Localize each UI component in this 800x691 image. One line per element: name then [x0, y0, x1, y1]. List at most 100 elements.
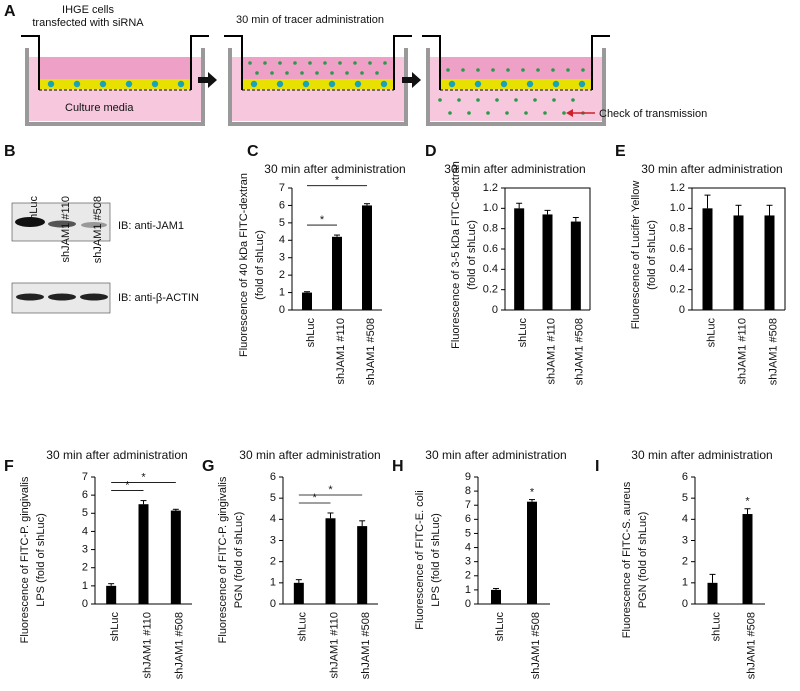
bar	[733, 215, 744, 310]
bar-chart: D 30 min after administrationFluorescence…	[425, 143, 591, 385]
band	[16, 293, 44, 301]
bar	[302, 292, 312, 310]
x-tick-label: shJAM1 #110	[335, 318, 347, 384]
y-tick-label: 0	[82, 598, 88, 610]
y-tick-label: 9	[465, 471, 471, 483]
bar	[702, 208, 713, 310]
bar	[138, 504, 149, 604]
tracer	[505, 111, 509, 115]
y-tick-label: 0	[492, 304, 498, 316]
cell	[47, 80, 55, 88]
panel-letter: I	[595, 458, 599, 475]
bar	[362, 205, 372, 310]
y-tick-label: 2	[279, 269, 285, 281]
tracer	[270, 71, 274, 75]
x-tick-label: shJAM1 #508	[767, 318, 779, 385]
step-label: IHGE cells	[62, 4, 114, 16]
cell	[276, 80, 284, 88]
cell	[250, 80, 258, 88]
cell-layer	[440, 79, 592, 89]
cell	[448, 80, 456, 88]
band	[15, 217, 45, 227]
y-axis-label: Fluorescence of 3-5 kDa FITC-dextran	[450, 161, 462, 349]
significance-mark: *	[335, 175, 340, 187]
significance-mark: *	[141, 471, 146, 483]
band	[80, 293, 108, 301]
bar	[293, 582, 304, 604]
y-tick-label: 7	[465, 499, 471, 511]
cell	[500, 80, 508, 88]
bar	[527, 501, 537, 604]
tracer	[263, 61, 267, 65]
x-tick-label: shLuc	[494, 612, 506, 642]
y-tick-label: 0.4	[483, 263, 498, 275]
y-tick-label: 1	[465, 584, 471, 596]
y-tick-label: 0.2	[670, 284, 685, 296]
insert	[21, 35, 209, 90]
tracer	[323, 61, 327, 65]
tracer	[345, 71, 349, 75]
y-tick-label: 8	[465, 485, 471, 497]
x-tick-label: shJAM1 #110	[328, 612, 340, 678]
y-tick-label: 0	[682, 598, 688, 610]
y-tick-label: 5	[82, 507, 88, 519]
lane-label: shJAM1 #508	[92, 196, 104, 263]
bar	[742, 514, 753, 604]
tracer	[476, 68, 480, 72]
transmission-label: Check of transmission	[599, 108, 707, 120]
tracer	[533, 98, 537, 102]
x-tick-label: shJAM1 #508	[365, 318, 377, 385]
tracer	[495, 98, 499, 102]
insert-media	[242, 57, 394, 79]
step-label: 30 min of tracer administration	[236, 14, 384, 26]
panel-letter: A	[4, 3, 16, 20]
bar	[325, 518, 336, 604]
cell	[125, 80, 133, 88]
cell	[526, 80, 534, 88]
panel-letter: F	[4, 458, 14, 475]
y-tick-label: 0	[465, 598, 471, 610]
cell	[73, 80, 81, 88]
arrow	[198, 72, 217, 88]
x-tick-label: shJAM1 #508	[530, 612, 542, 679]
y-tick-label: 0.2	[483, 284, 498, 296]
y-tick-label: 6	[82, 489, 88, 501]
bar-chart: C 30 min after administration Fluorescence…	[238, 143, 406, 385]
panel-letter: H	[392, 458, 404, 475]
y-tick-label: 5	[270, 492, 276, 504]
y-axis-label: (fold of shLuc)	[254, 230, 266, 300]
bar	[332, 236, 342, 310]
panel-letter: E	[615, 143, 626, 160]
tracer	[448, 111, 452, 115]
tracer	[476, 98, 480, 102]
band	[81, 222, 107, 228]
y-axis-label: Fluorescence of Lucifer Yellow	[630, 181, 642, 330]
y-tick-label: 2	[465, 570, 471, 582]
y-axis-label: PGN (fold of shLuc)	[637, 512, 649, 609]
y-tick-label: 5	[465, 527, 471, 539]
bar	[170, 510, 181, 604]
tracer	[330, 71, 334, 75]
y-axis-label: Fluorescence of FITC-P. gingivalis	[217, 476, 229, 643]
y-tick-label: 6	[279, 199, 285, 211]
tracer	[514, 98, 518, 102]
band	[48, 220, 76, 228]
blot-label: IB: anti-β-ACTIN	[118, 292, 199, 304]
lane-label: shJAM1 #110	[60, 196, 72, 262]
panel-letter: D	[425, 143, 437, 160]
tracer	[315, 71, 319, 75]
chart-title: 30 min after administration	[425, 448, 566, 462]
y-tick-label: 2	[270, 556, 276, 568]
plot-frame	[505, 187, 591, 310]
significance-mark: *	[530, 486, 535, 498]
cell	[380, 80, 388, 88]
tracer	[571, 98, 575, 102]
y-tick-label: 1	[270, 577, 276, 589]
tracer	[562, 111, 566, 115]
y-tick-label: 7	[279, 182, 285, 194]
cell	[177, 80, 185, 88]
insert	[224, 35, 412, 90]
chart-title: 30 min after administration	[444, 162, 585, 176]
tracer	[543, 111, 547, 115]
lane-label: shLuc	[28, 196, 40, 226]
